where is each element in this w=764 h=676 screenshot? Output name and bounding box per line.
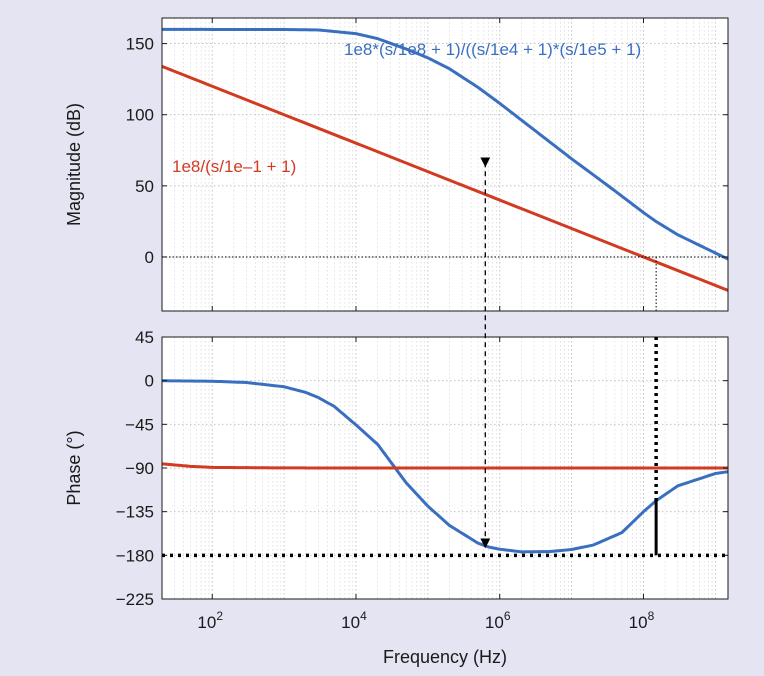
magnitude-grid [161,18,728,311]
phase-ylabel: Phase (°) [64,430,84,505]
phase-ytick-label: −135 [116,503,154,522]
magnitude-ytick-label: 150 [126,35,154,54]
red-series-annotation: 1e8/(s/1e–1 + 1) [172,157,296,176]
phase-ytick-label: −180 [116,546,154,565]
magnitude-panel: 150 100 50 0 Magnitude (dB) 1e8*(s/1e8 + 1)… [64,17,729,312]
phase-ytick-label: −45 [125,415,154,434]
blue-series-annotation: 1e8*(s/1e8 + 1)/((s/1e4 + 1)*(s/1e5 + 1) [344,40,641,59]
magnitude-frame [161,17,729,312]
x-tick-label: 108 [629,609,655,632]
magnitude-ylabel: Magnitude (dB) [64,103,84,226]
phase-series-red-line [162,462,728,470]
x-tick-exponent: 2 [216,609,223,623]
phase-ytick-label: −225 [116,590,154,609]
phase-lines [162,379,728,554]
x-tick-label: 106 [485,609,511,632]
magnitude-lines [162,27,728,292]
x-tick-exponent: 6 [504,609,511,623]
x-tick-label: 104 [341,609,367,632]
magnitude-ytick-label: 0 [145,248,154,267]
x-tick-label: 102 [197,609,223,632]
magnitude-ytick-label: 50 [135,177,154,196]
magnitude-y-ticks: 150 100 50 0 [126,35,728,267]
magnitude-series-red-line [162,64,728,292]
phase-y-ticks: 45 0 −45 −90 −135 −180 −225 [116,328,728,609]
magnitude-ytick-label: 100 [126,106,154,125]
frequency-xlabel: Frequency (Hz) [383,647,507,667]
x-tick-exponent: 4 [360,609,367,623]
magnitude-series-blue-line [162,27,728,261]
phase-series-blue-line [162,379,728,554]
analysis-markers [162,157,728,558]
phase-ytick-label: 45 [135,328,154,347]
phase-ytick-label: 0 [145,372,154,391]
x-tick-exponent: 8 [648,609,655,623]
phase-ytick-label: −90 [125,459,154,478]
